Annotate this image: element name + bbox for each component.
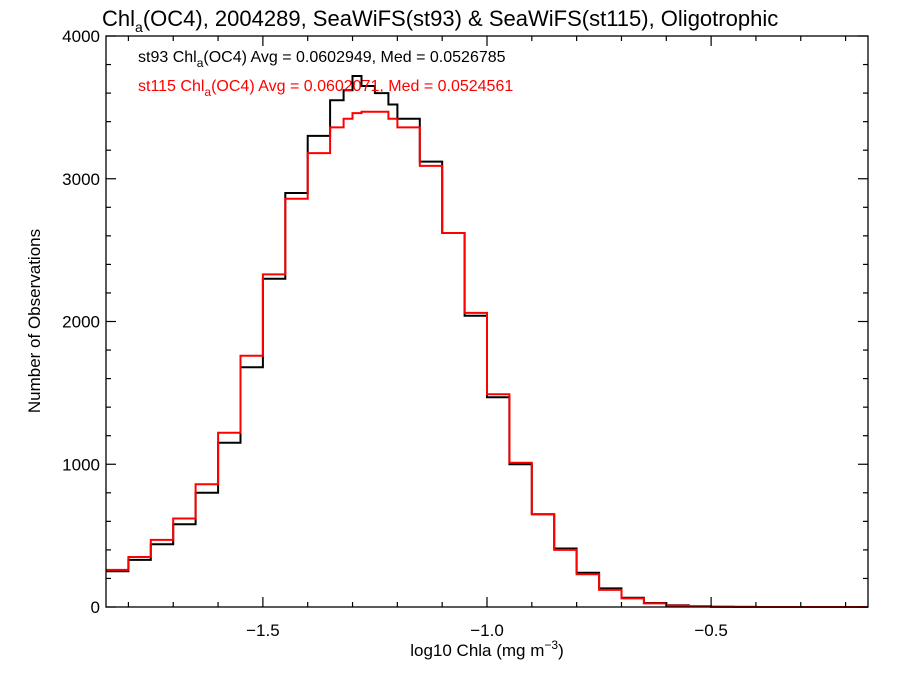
x-axis-ticks: −1.5 −1.0 −0.5 (127, 36, 847, 640)
chart-title: Chla(OC4), 2004289, SeaWiFS(st93) & SeaW… (102, 6, 778, 35)
y-axis-label: Number of Observations (25, 229, 44, 413)
series-line-1 (106, 110, 868, 608)
x-axis-label: log10 Chla (mg m−3) (410, 638, 564, 660)
y-tick-label: 1000 (62, 455, 100, 474)
y-tick-label: 0 (91, 598, 100, 617)
x-tick-label: −0.5 (694, 621, 728, 640)
y-tick-label: 2000 (62, 313, 100, 332)
x-tick-label: −1.0 (470, 621, 504, 640)
y-tick-label: 3000 (62, 170, 100, 189)
x-tick-label: −1.5 (246, 621, 280, 640)
y-axis-ticks: 0 1000 2000 3000 4000 (62, 27, 868, 617)
series-group (106, 75, 868, 608)
annotation-st93: st93 Chla(OC4) Avg = 0.0602949, Med = 0.… (138, 49, 506, 70)
y-tick-label: 4000 (62, 27, 100, 46)
annotation-st115: st115 Chla(OC4) Avg = 0.0602071, Med = 0… (138, 78, 513, 99)
